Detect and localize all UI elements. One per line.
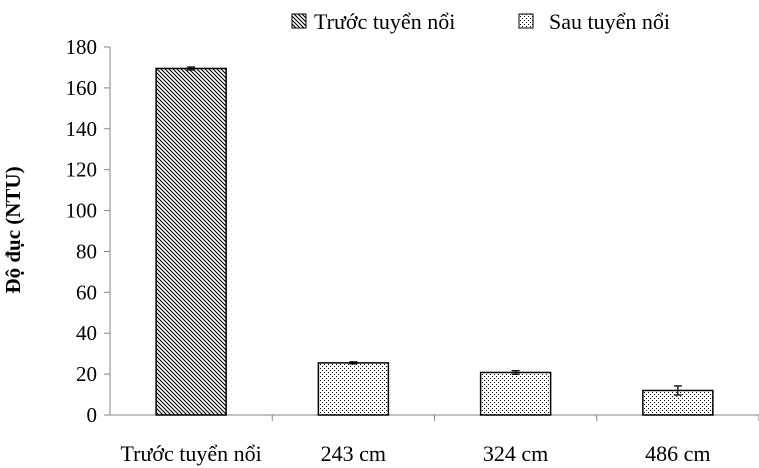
y-tick-label: 180 (66, 35, 98, 59)
legend-label: Sau tuyển nổi (549, 9, 670, 34)
y-tick-label: 100 (66, 199, 98, 223)
y-tick-label: 80 (76, 239, 97, 263)
bar (479, 371, 552, 416)
y-axis: 0 20 40 60 80 100 120 140 160 180 (66, 35, 111, 427)
error-bar (673, 385, 682, 396)
error-bar (187, 66, 196, 71)
x-tick-label: 243 cm (321, 441, 386, 466)
x-tick-label: 486 cm (645, 441, 710, 466)
y-tick-label: 20 (76, 362, 97, 386)
error-bar (349, 361, 358, 365)
bar (317, 362, 390, 416)
y-tick-label: 0 (87, 403, 98, 427)
error-bar (511, 369, 520, 375)
bar (155, 67, 227, 416)
legend-label: Trước tuyển nổi (314, 9, 455, 34)
y-tick-label: 40 (76, 321, 97, 345)
x-tick-label: 324 cm (483, 441, 548, 466)
legend-swatch (518, 13, 534, 29)
y-tick-label: 160 (66, 76, 98, 100)
bars (155, 66, 714, 416)
y-tick-label: 60 (76, 280, 97, 304)
legend-swatch (291, 13, 307, 29)
x-tick-label: Trước tuyển nổi (120, 441, 261, 466)
legend: Trước tuyển nổi Sau tuyển nổi (291, 9, 670, 34)
x-axis: Trước tuyển nổi 243 cm 324 cm 486 cm (110, 414, 759, 466)
y-tick-label: 120 (66, 158, 98, 182)
y-axis-label: Độ đục (NTU) (1, 166, 25, 293)
y-tick-label: 140 (66, 117, 98, 141)
